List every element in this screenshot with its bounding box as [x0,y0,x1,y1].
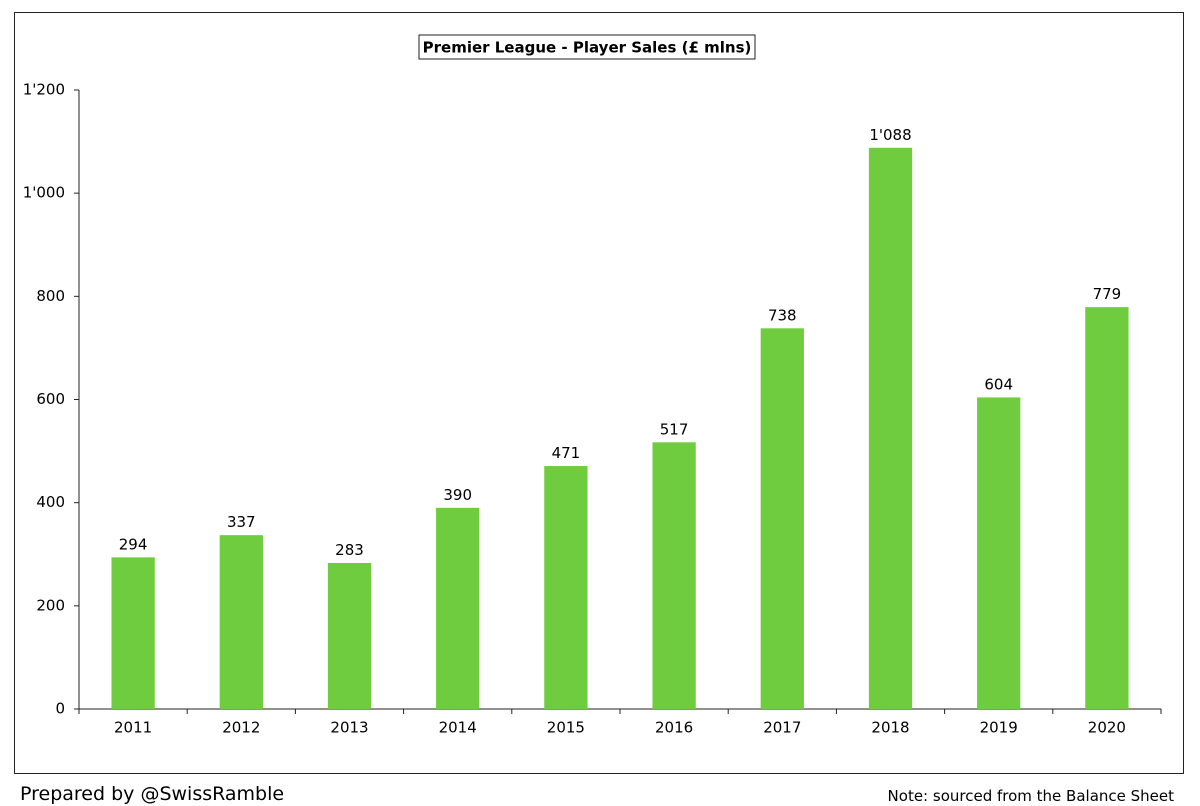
x-tick-label-2011: 2011 [114,719,152,737]
y-tick-label: 1'000 [23,184,65,202]
data-label-2014: 390 [443,486,472,504]
x-tick-label-2012: 2012 [222,719,260,737]
bar-2020 [1085,307,1129,709]
data-label-2013: 283 [335,541,364,559]
bar-2016 [652,442,696,709]
bar-2017 [760,328,804,709]
x-tick-label-2019: 2019 [980,719,1018,737]
data-label-2011: 294 [119,535,148,553]
bar-2018 [868,147,913,710]
data-label-2019: 604 [984,375,1013,393]
prepared-by-credit: Prepared by @SwissRamble [20,783,285,805]
bar-2019 [977,397,1021,709]
y-tick-label: 800 [36,287,65,305]
bar-2011 [111,557,155,709]
data-label-2012: 337 [227,513,256,531]
source-note: Note: sourced from the Balance Sheet [887,787,1174,805]
y-tick-label: 1'200 [23,81,65,99]
y-tick-label: 600 [36,390,65,408]
data-label-2018: 1'088 [869,126,911,144]
chart-frame: Premier League - Player Sales (£ mlns) 0 2… [14,12,1184,774]
chart-title: Premier League - Player Sales (£ mlns) [423,39,752,57]
bar-chart: Premier League - Player Sales (£ mlns) 0 2… [23,34,1162,737]
chart-title-group: Premier League - Player Sales (£ mlns) [418,34,756,60]
bar-2013 [327,563,372,709]
x-tick-label-2017: 2017 [763,719,801,737]
x-tick-label-2016: 2016 [655,719,693,737]
x-tick-label-2020: 2020 [1088,719,1126,737]
x-tick-label-2015: 2015 [547,719,585,737]
x-tick-label-2014: 2014 [439,719,477,737]
data-label-2020: 779 [1093,285,1122,303]
data-label-2017: 738 [768,306,797,324]
y-tick-label: 400 [36,493,65,511]
data-label-2015: 471 [552,444,581,462]
x-tick-label-2013: 2013 [330,719,368,737]
y-tick-label: 200 [36,596,65,614]
chart-title-box [418,34,756,60]
bar-2014 [436,507,480,709]
bar-2015 [544,466,588,709]
y-tick-label: 0 [55,700,65,718]
x-tick-label-2018: 2018 [871,719,909,737]
bar-2012 [219,535,263,709]
data-label-2016: 517 [660,420,689,438]
